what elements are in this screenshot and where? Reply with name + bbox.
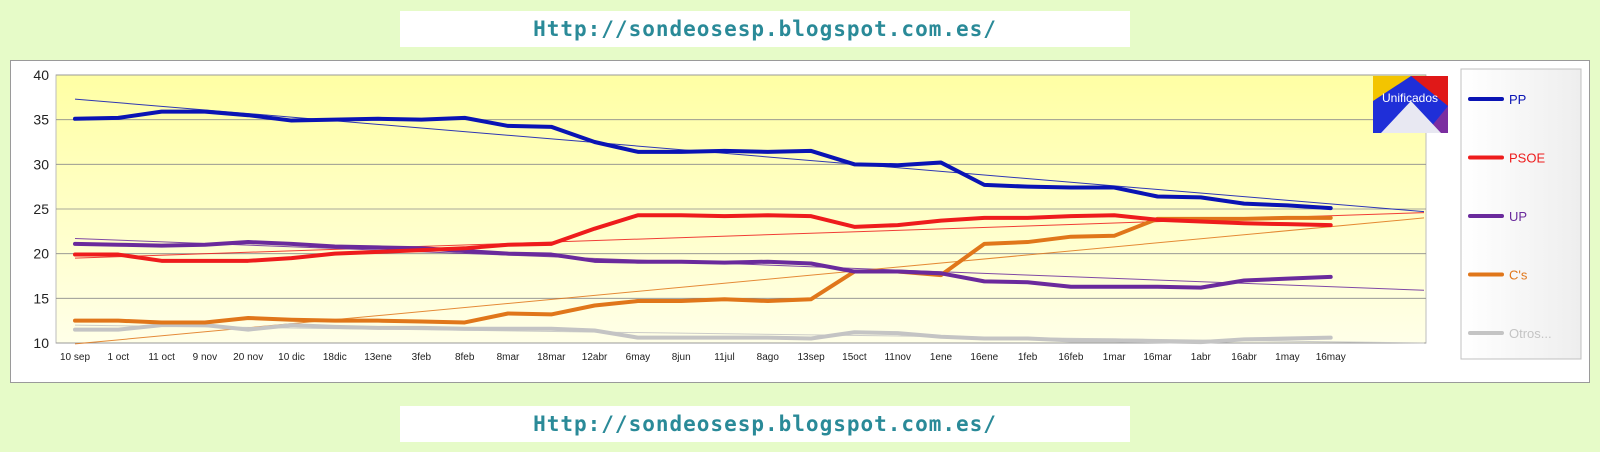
y-tick-label: 20 [33,246,49,262]
trendline-pp [74,98,1425,213]
trendline-up [74,237,1425,291]
x-tick-label: 8ago [757,352,780,363]
x-tick-label: 16abr [1231,352,1257,363]
x-tick-label: 11 oct [148,352,175,363]
y-tick-label: 10 [33,335,49,351]
x-tick-label: 11jul [714,352,734,363]
x-tick-label: 15oct [842,352,867,363]
x-tick-label: 20 nov [233,352,263,363]
x-tick-label: 10 sep [60,352,90,363]
website-banner-top: Http://sondeosesp.blogspot.com.es/ [400,11,1130,47]
x-tick-label: 1feb [1018,352,1038,363]
legend-label-otros: Otros... [1509,326,1552,341]
x-tick-label: 9 nov [193,352,217,363]
chart-frame: 10 15 20 25 30 35 40 10 sep 1 oct 11 oct 9 nov 20 … [10,60,1590,383]
x-tick-label: 1may [1275,352,1299,363]
y-tick-label: 40 [33,67,49,83]
unificados-logo: Unificados [1373,76,1448,133]
y-tick-label: 30 [33,156,49,172]
x-tick-label: 16ene [970,352,998,363]
trendline-cs [74,217,1425,345]
series-line-pp [73,109,1333,211]
website-url-top: Http://sondeosesp.blogspot.com.es/ [533,17,997,41]
legend-label-pp: PP [1509,92,1526,107]
x-tick-label: 1abr [1191,352,1212,363]
legend-label-cs: C's [1509,268,1528,283]
x-tick-label: 16mar [1143,352,1172,363]
y-tick-label: 15 [33,290,49,306]
x-tick-label: 3feb [412,352,432,363]
series-line-up [73,240,1333,290]
x-tick-label: 10 dic [278,352,305,363]
y-tick-label: 25 [33,201,49,217]
x-tick-label: 6may [626,352,650,363]
x-tick-label: 13sep [797,352,825,363]
legend-label-psoe: PSOE [1509,151,1545,166]
legend: PP PSOE UP C's Otros... [1468,92,1552,341]
series-line-cs [73,215,1333,325]
logo-text: Unificados [1382,91,1438,105]
x-tick-label: 1 oct [107,352,129,363]
x-tick-label: 18dic [323,352,347,363]
trendline-otros [74,324,1425,344]
x-tick-label: 1mar [1103,352,1126,363]
x-tick-label: 16may [1316,352,1346,363]
x-tick-label: 8mar [497,352,520,363]
series-line-psoe [73,213,1333,263]
x-tick-label: 12abr [582,352,608,363]
x-tick-label: 1ene [930,352,953,363]
website-banner-bottom: Http://sondeosesp.blogspot.com.es/ [400,406,1130,442]
x-tick-label: 16feb [1058,352,1083,363]
series-line-otros [73,323,1333,345]
poll-line-chart: 10 15 20 25 30 35 40 10 sep 1 oct 11 oct 9 nov 20 … [33,67,1582,363]
x-tick-label: 8feb [455,352,475,363]
x-tick-label: 8jun [672,352,691,363]
website-url-bottom: Http://sondeosesp.blogspot.com.es/ [533,412,997,436]
x-tick-label: 18mar [537,352,566,363]
legend-label-up: UP [1509,209,1527,224]
y-tick-label: 35 [33,112,49,128]
x-tick-label: 13ene [364,352,392,363]
x-tick-label: 11nov [884,352,911,363]
